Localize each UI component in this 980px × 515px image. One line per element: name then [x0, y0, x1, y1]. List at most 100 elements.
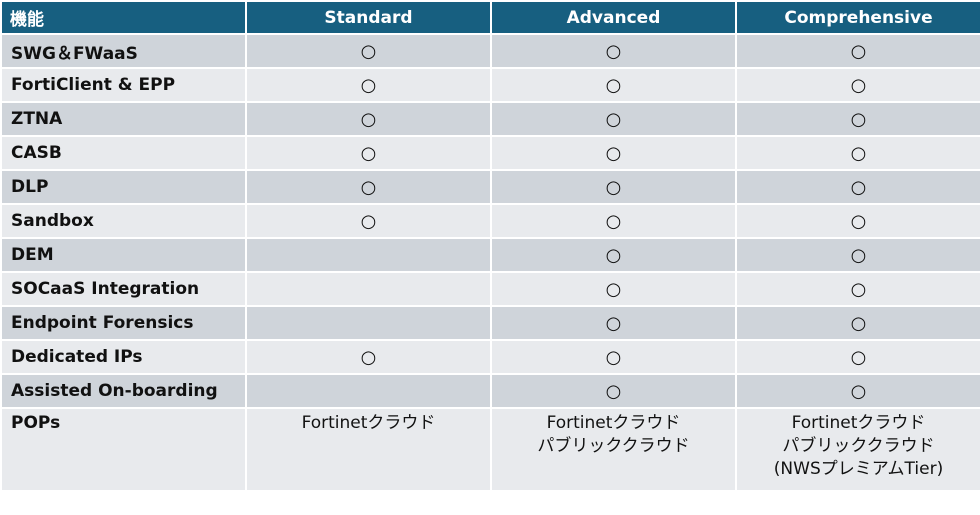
pop-location: Fortinetクラウド — [791, 413, 926, 433]
circle-mark-icon: ○ — [360, 40, 377, 62]
feature-label: Assisted On-boarding — [11, 381, 218, 401]
circle-mark-icon: ○ — [850, 142, 867, 164]
feature-cell: FortiClient & EPP — [0, 67, 247, 103]
standard-cell: ○ — [245, 33, 492, 69]
feature-cell: SWG＆FWaaS — [0, 33, 247, 69]
header-feature: 機能 — [0, 0, 247, 35]
feature-label: Sandbox — [11, 211, 94, 231]
feature-cell: Sandbox — [0, 203, 247, 239]
circle-mark-icon: ○ — [360, 176, 377, 198]
circle-mark-icon: ○ — [850, 380, 867, 402]
feature-cell: CASB — [0, 135, 247, 171]
comprehensive-cell: ○ — [735, 339, 980, 375]
feature-cell: DEM — [0, 237, 247, 273]
circle-mark-icon: ○ — [850, 74, 867, 96]
pop-location: パブリッククラウド — [537, 436, 690, 456]
pop-location: パブリッククラウド — [782, 436, 935, 456]
standard-cell: ○ — [245, 67, 492, 103]
advanced-pops-cell: Fortinetクラウド パブリッククラウド — [490, 407, 737, 492]
comprehensive-cell: ○ — [735, 135, 980, 171]
circle-mark-icon: ○ — [360, 74, 377, 96]
advanced-cell: ○ — [490, 169, 737, 205]
header-row: 機能 Standard Advanced Comprehensive — [0, 0, 980, 35]
feature-cell: Endpoint Forensics — [0, 305, 247, 341]
standard-cell: ○ — [245, 339, 492, 375]
table-row: DEM ○ ○ — [0, 237, 980, 273]
table-row: ZTNA ○ ○ ○ — [0, 101, 980, 137]
table-row: SWG＆FWaaS ○ ○ ○ — [0, 33, 980, 69]
comprehensive-cell: ○ — [735, 271, 980, 307]
circle-mark-icon: ○ — [605, 278, 622, 300]
standard-cell: ○ — [245, 101, 492, 137]
comprehensive-cell: ○ — [735, 169, 980, 205]
table-row: Dedicated IPs ○ ○ ○ — [0, 339, 980, 375]
feature-label: SOCaaS Integration — [11, 279, 200, 299]
comprehensive-cell: ○ — [735, 203, 980, 239]
comprehensive-cell: ○ — [735, 373, 980, 409]
circle-mark-icon: ○ — [605, 210, 622, 232]
comprehensive-cell: ○ — [735, 237, 980, 273]
header-comprehensive: Comprehensive — [735, 0, 980, 35]
advanced-cell: ○ — [490, 135, 737, 171]
circle-mark-icon: ○ — [850, 176, 867, 198]
standard-pops-cell: Fortinetクラウド — [245, 407, 492, 492]
table-row-pops: POPs Fortinetクラウド Fortinetクラウド パブリッククラウド For… — [0, 407, 980, 492]
standard-cell: ○ — [245, 203, 492, 239]
circle-mark-icon: ○ — [605, 74, 622, 96]
feature-label: Endpoint Forensics — [11, 313, 194, 333]
feature-label: Dedicated IPs — [11, 347, 143, 367]
feature-label: FortiClient & EPP — [11, 75, 176, 95]
comprehensive-cell: ○ — [735, 33, 980, 69]
standard-cell — [245, 271, 492, 307]
feature-label: SWG＆FWaaS — [11, 43, 138, 64]
table-row: Sandbox ○ ○ ○ — [0, 203, 980, 239]
circle-mark-icon: ○ — [605, 346, 622, 368]
advanced-cell: ○ — [490, 67, 737, 103]
feature-cell: POPs — [0, 407, 247, 492]
standard-cell: ○ — [245, 135, 492, 171]
table-row: Assisted On-boarding ○ ○ — [0, 373, 980, 409]
circle-mark-icon: ○ — [850, 210, 867, 232]
advanced-cell: ○ — [490, 33, 737, 69]
advanced-cell: ○ — [490, 271, 737, 307]
standard-cell — [245, 373, 492, 409]
header-advanced: Advanced — [490, 0, 737, 35]
circle-mark-icon: ○ — [605, 244, 622, 266]
table-row: CASB ○ ○ ○ — [0, 135, 980, 171]
circle-mark-icon: ○ — [605, 380, 622, 402]
circle-mark-icon: ○ — [360, 210, 377, 232]
advanced-cell: ○ — [490, 237, 737, 273]
feature-cell: Dedicated IPs — [0, 339, 247, 375]
feature-cell: Assisted On-boarding — [0, 373, 247, 409]
table-row: Endpoint Forensics ○ ○ — [0, 305, 980, 341]
comprehensive-cell: ○ — [735, 305, 980, 341]
advanced-cell: ○ — [490, 101, 737, 137]
circle-mark-icon: ○ — [605, 108, 622, 130]
table-row: SOCaaS Integration ○ ○ — [0, 271, 980, 307]
feature-label: CASB — [11, 143, 62, 163]
circle-mark-icon: ○ — [850, 278, 867, 300]
advanced-cell: ○ — [490, 305, 737, 341]
circle-mark-icon: ○ — [360, 346, 377, 368]
header-standard: Standard — [245, 0, 492, 35]
circle-mark-icon: ○ — [850, 108, 867, 130]
circle-mark-icon: ○ — [850, 244, 867, 266]
circle-mark-icon: ○ — [605, 142, 622, 164]
circle-mark-icon: ○ — [605, 176, 622, 198]
circle-mark-icon: ○ — [360, 142, 377, 164]
pop-location: (NWSプレミアムTier) — [773, 459, 944, 479]
standard-cell: ○ — [245, 169, 492, 205]
pop-location: Fortinetクラウド — [546, 413, 681, 433]
feature-cell: SOCaaS Integration — [0, 271, 247, 307]
comprehensive-cell: ○ — [735, 101, 980, 137]
advanced-cell: ○ — [490, 339, 737, 375]
pop-location: Fortinetクラウド — [301, 413, 436, 433]
circle-mark-icon: ○ — [850, 312, 867, 334]
circle-mark-icon: ○ — [850, 40, 867, 62]
circle-mark-icon: ○ — [360, 108, 377, 130]
table-row: DLP ○ ○ ○ — [0, 169, 980, 205]
circle-mark-icon: ○ — [605, 40, 622, 62]
circle-mark-icon: ○ — [605, 312, 622, 334]
circle-mark-icon: ○ — [850, 346, 867, 368]
standard-cell — [245, 305, 492, 341]
